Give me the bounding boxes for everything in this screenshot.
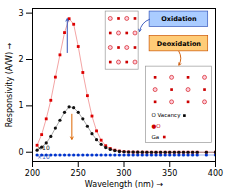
svg-text:Wavelength (nm) →: Wavelength (nm) → bbox=[85, 180, 164, 189]
svg-text:2: 2 bbox=[18, 55, 23, 64]
svg-text:3: 3 bbox=[18, 9, 23, 18]
svg-text:200: 200 bbox=[25, 169, 40, 178]
svg-text:1: 1 bbox=[18, 101, 23, 110]
svg-text:O Vacancy: O Vacancy bbox=[151, 112, 181, 119]
svg-text:0: 0 bbox=[18, 148, 23, 157]
svg-text:×10: ×10 bbox=[37, 144, 50, 151]
svg-text:250: 250 bbox=[71, 169, 86, 178]
svg-text:Responsivity (A/W) →: Responsivity (A/W) → bbox=[5, 42, 14, 127]
svg-text:×10: ×10 bbox=[37, 153, 50, 160]
svg-text:400: 400 bbox=[208, 169, 223, 178]
svg-text:Deoxidation: Deoxidation bbox=[157, 40, 202, 48]
svg-text:Oxidation: Oxidation bbox=[161, 15, 197, 23]
svg-text:350: 350 bbox=[162, 169, 177, 178]
svg-text:●O: ●O bbox=[151, 123, 161, 129]
svg-text:300: 300 bbox=[116, 169, 131, 178]
svg-text:Ga: Ga bbox=[151, 134, 159, 140]
